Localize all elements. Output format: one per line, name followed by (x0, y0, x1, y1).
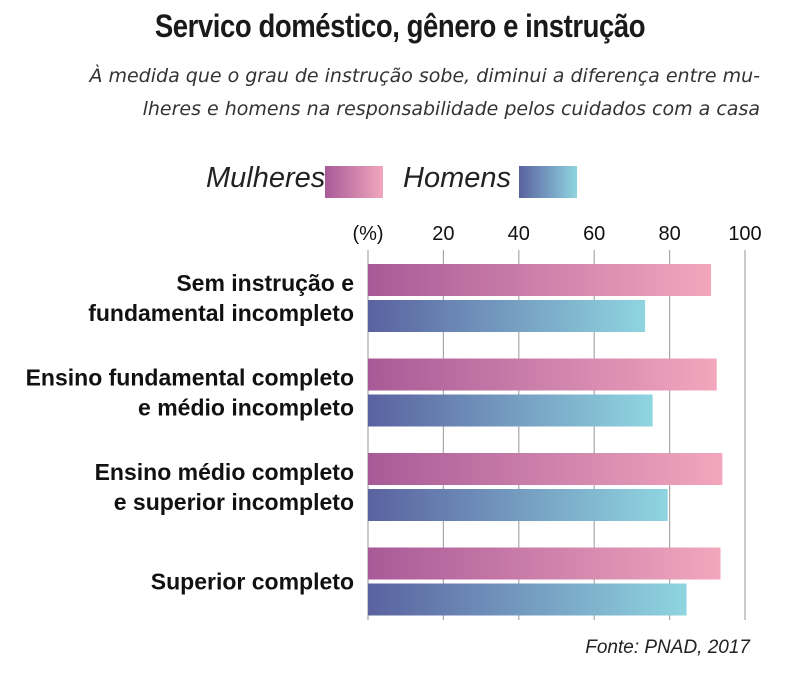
bar-mulheres-1 (368, 264, 712, 296)
tick-label-100: 100 (728, 223, 761, 245)
category-label-4-line-1: Superior completo (151, 569, 354, 595)
category-label-3-line-2: e superior incompleto (114, 489, 354, 515)
chart-title: Servico doméstico, gênero e instrução (154, 8, 646, 44)
tick-label-20: 20 (432, 223, 454, 245)
axis-unit-label: (%) (352, 223, 383, 245)
bar-homens-1 (368, 300, 646, 332)
bar-homens-4 (368, 583, 687, 616)
subtitle-line-2: lheres e homens na responsabilidade pelo… (142, 98, 760, 120)
tick-label-40: 40 (508, 223, 530, 245)
subtitle-line-1: À medida que o grau de instrução sobe, d… (89, 65, 760, 87)
legend-label-mulheres: Mulheres (206, 162, 326, 194)
bar-mulheres-2 (368, 358, 717, 391)
category-label-1-line-1: Sem instrução e (176, 270, 354, 296)
category-label-2-line-1: Ensino fundamental completo (26, 365, 354, 391)
source-note: Fonte: PNAD, 2017 (585, 637, 750, 658)
category-label-1-line-2: fundamental incompleto (88, 300, 354, 326)
bar-mulheres-4 (368, 547, 721, 580)
bar-mulheres-3 (368, 453, 723, 485)
legend-swatch-homens (519, 166, 577, 198)
legend-swatch-mulheres (325, 166, 383, 198)
category-label-2-line-2: e médio incompleto (138, 395, 354, 421)
bar-homens-3 (368, 489, 668, 521)
tick-label-80: 80 (658, 223, 680, 245)
category-label-3-line-1: Ensino médio completo (95, 459, 354, 485)
bar-homens-2 (368, 394, 653, 427)
chart-subtitle: À medida que o grau de instrução sobe, d… (60, 60, 760, 126)
tick-label-60: 60 (583, 223, 605, 245)
legend-label-homens: Homens (403, 162, 511, 194)
